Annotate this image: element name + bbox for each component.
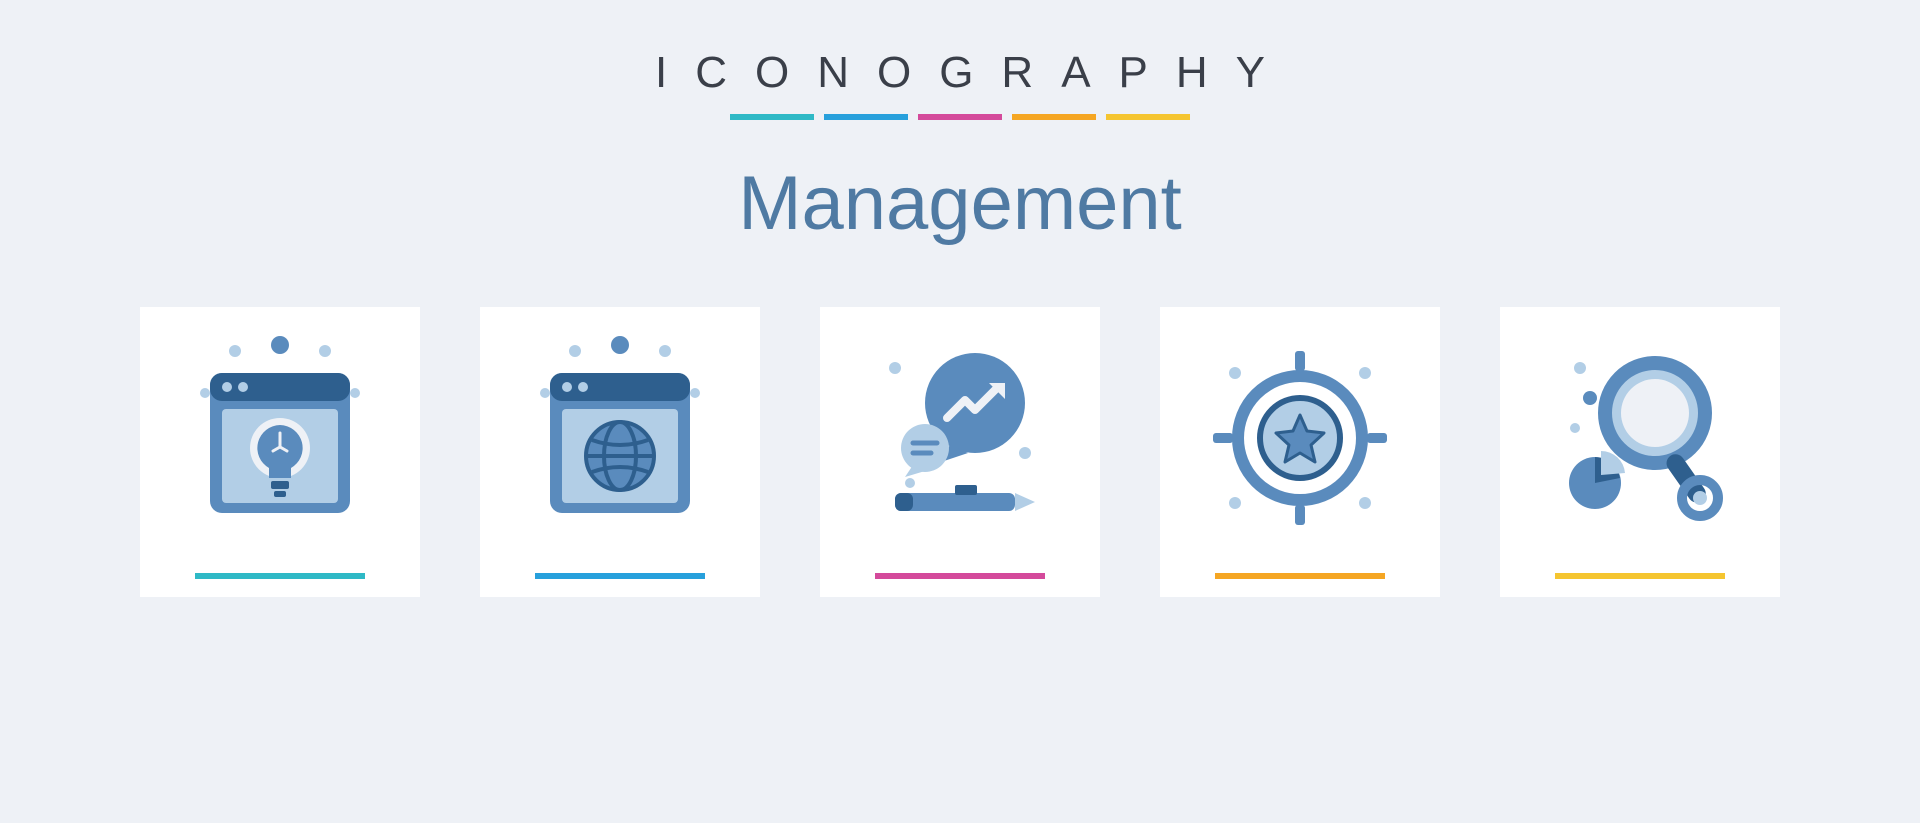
underline-seg-2 [824,114,908,120]
card-underline [1555,573,1725,579]
underline-seg-3 [918,114,1002,120]
underline-seg-1 [730,114,814,120]
brand-wordmark: ICONOGRAPHY [655,48,1293,98]
page-title: Management [627,160,1293,247]
icon-card [820,307,1100,597]
icon-card-row [140,307,1780,597]
card-underline [875,573,1045,579]
analytics-chat-icon [855,333,1065,543]
brand-underline [627,114,1293,120]
search-chart-icon [1535,333,1745,543]
card-underline [1215,573,1385,579]
underline-seg-5 [1106,114,1190,120]
globe-browser-icon [515,333,725,543]
card-underline [535,573,705,579]
header: ICONOGRAPHY Management [627,48,1293,247]
icon-card [140,307,420,597]
underline-seg-4 [1012,114,1096,120]
icon-card [1160,307,1440,597]
idea-browser-icon [175,333,385,543]
icon-card [480,307,760,597]
target-star-icon [1195,333,1405,543]
card-underline [195,573,365,579]
icon-card [1500,307,1780,597]
